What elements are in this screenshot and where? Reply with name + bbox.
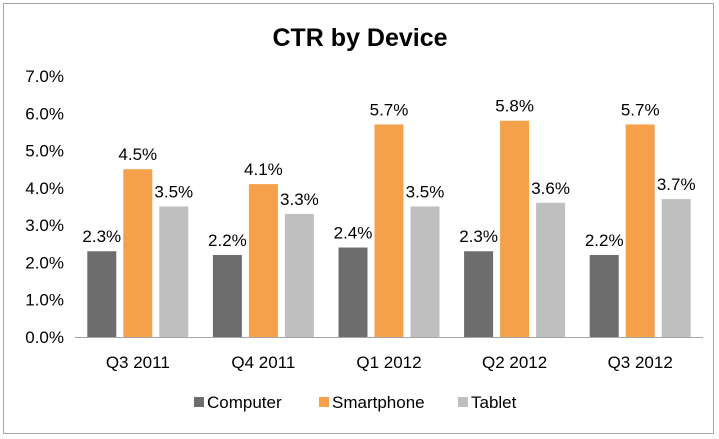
data-label: 4.1% bbox=[244, 160, 283, 179]
y-tick-label: 7.0% bbox=[25, 67, 64, 86]
bar-tablet bbox=[410, 206, 440, 337]
bar-smartphone bbox=[374, 124, 404, 337]
y-tick-label: 1.0% bbox=[25, 291, 64, 310]
data-label: 4.5% bbox=[118, 145, 157, 164]
data-label: 2.2% bbox=[585, 231, 624, 250]
legend: Computer Smartphone Tablet bbox=[194, 393, 517, 412]
data-label: 5.7% bbox=[370, 100, 409, 119]
data-label: 3.5% bbox=[406, 183, 445, 202]
bar-smartphone bbox=[625, 124, 655, 337]
x-tick-label: Q3 2011 bbox=[106, 353, 170, 372]
data-label: 2.3% bbox=[459, 227, 498, 246]
data-label: 5.8% bbox=[495, 97, 534, 116]
data-label: 3.5% bbox=[154, 183, 193, 202]
bar-computer bbox=[338, 247, 368, 337]
y-axis: 0.0% 1.0% 2.0% 3.0% 4.0% 5.0% 6.0% 7.0% bbox=[25, 67, 64, 347]
y-tick-label: 0.0% bbox=[25, 328, 64, 347]
bar-smartphone bbox=[500, 120, 530, 337]
y-tick-label: 3.0% bbox=[25, 216, 64, 235]
x-tick-label: Q4 2011 bbox=[231, 353, 295, 372]
bar-smartphone bbox=[248, 184, 278, 337]
bar-computer bbox=[464, 251, 494, 337]
legend-label-computer: Computer bbox=[207, 393, 282, 412]
y-tick-label: 2.0% bbox=[25, 253, 64, 272]
bar-computer bbox=[87, 251, 117, 337]
bar-area: 2.3% 4.5% 3.5% 2.2% 4.1% 3.3% 2.4% 5.7% 3.5% 2.3%… bbox=[82, 97, 696, 337]
data-label: 3.7% bbox=[657, 175, 696, 194]
chart-frame bbox=[3, 3, 714, 434]
bar-computer bbox=[212, 254, 242, 337]
bar-tablet bbox=[159, 206, 189, 337]
data-label: 2.2% bbox=[208, 231, 247, 250]
data-label: 3.6% bbox=[531, 179, 570, 198]
x-axis-labels: Q3 2011 Q4 2011 Q1 2012 Q2 2012 Q3 2012 bbox=[106, 353, 673, 372]
bar-computer bbox=[589, 254, 619, 337]
bar-tablet bbox=[284, 213, 314, 337]
x-tick-label: Q3 2012 bbox=[608, 353, 673, 372]
x-tick-label: Q1 2012 bbox=[356, 353, 421, 372]
legend-label-smartphone: Smartphone bbox=[332, 393, 425, 412]
data-label: 3.3% bbox=[280, 190, 319, 209]
bar-tablet bbox=[661, 199, 691, 337]
chart-title: CTR by Device bbox=[272, 24, 447, 52]
legend-swatch-computer bbox=[194, 397, 204, 407]
data-label: 2.4% bbox=[334, 224, 373, 243]
bar-smartphone bbox=[123, 169, 153, 337]
legend-swatch-tablet bbox=[458, 397, 468, 407]
y-tick-label: 6.0% bbox=[25, 104, 64, 123]
y-tick-label: 4.0% bbox=[25, 179, 64, 198]
data-label: 5.7% bbox=[621, 100, 660, 119]
x-tick-label: Q2 2012 bbox=[482, 353, 547, 372]
legend-swatch-smartphone bbox=[319, 397, 329, 407]
legend-label-tablet: Tablet bbox=[471, 393, 517, 412]
y-tick-label: 5.0% bbox=[25, 142, 64, 161]
data-label: 2.3% bbox=[82, 227, 121, 246]
bar-tablet bbox=[536, 202, 566, 337]
